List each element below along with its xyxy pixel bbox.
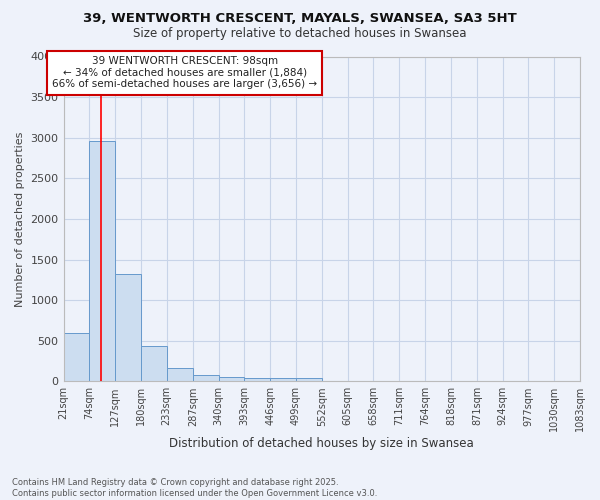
Bar [270,378,296,382]
X-axis label: Distribution of detached houses by size in Swansea: Distribution of detached houses by size … [169,437,474,450]
Bar [244,378,270,382]
Text: Contains HM Land Registry data © Crown copyright and database right 2025.
Contai: Contains HM Land Registry data © Crown c… [12,478,377,498]
Bar [296,378,322,382]
Text: 39, WENTWORTH CRESCENT, MAYALS, SWANSEA, SA3 5HT: 39, WENTWORTH CRESCENT, MAYALS, SWANSEA,… [83,12,517,26]
Bar [89,141,115,382]
Bar [64,332,89,382]
Bar [115,274,141,382]
Bar [141,346,167,382]
Bar [167,368,193,382]
Bar [193,375,218,382]
Text: 39 WENTWORTH CRESCENT: 98sqm
← 34% of detached houses are smaller (1,884)
66% of: 39 WENTWORTH CRESCENT: 98sqm ← 34% of de… [52,56,317,90]
Text: Size of property relative to detached houses in Swansea: Size of property relative to detached ho… [133,28,467,40]
Bar [218,377,244,382]
Y-axis label: Number of detached properties: Number of detached properties [15,131,25,306]
